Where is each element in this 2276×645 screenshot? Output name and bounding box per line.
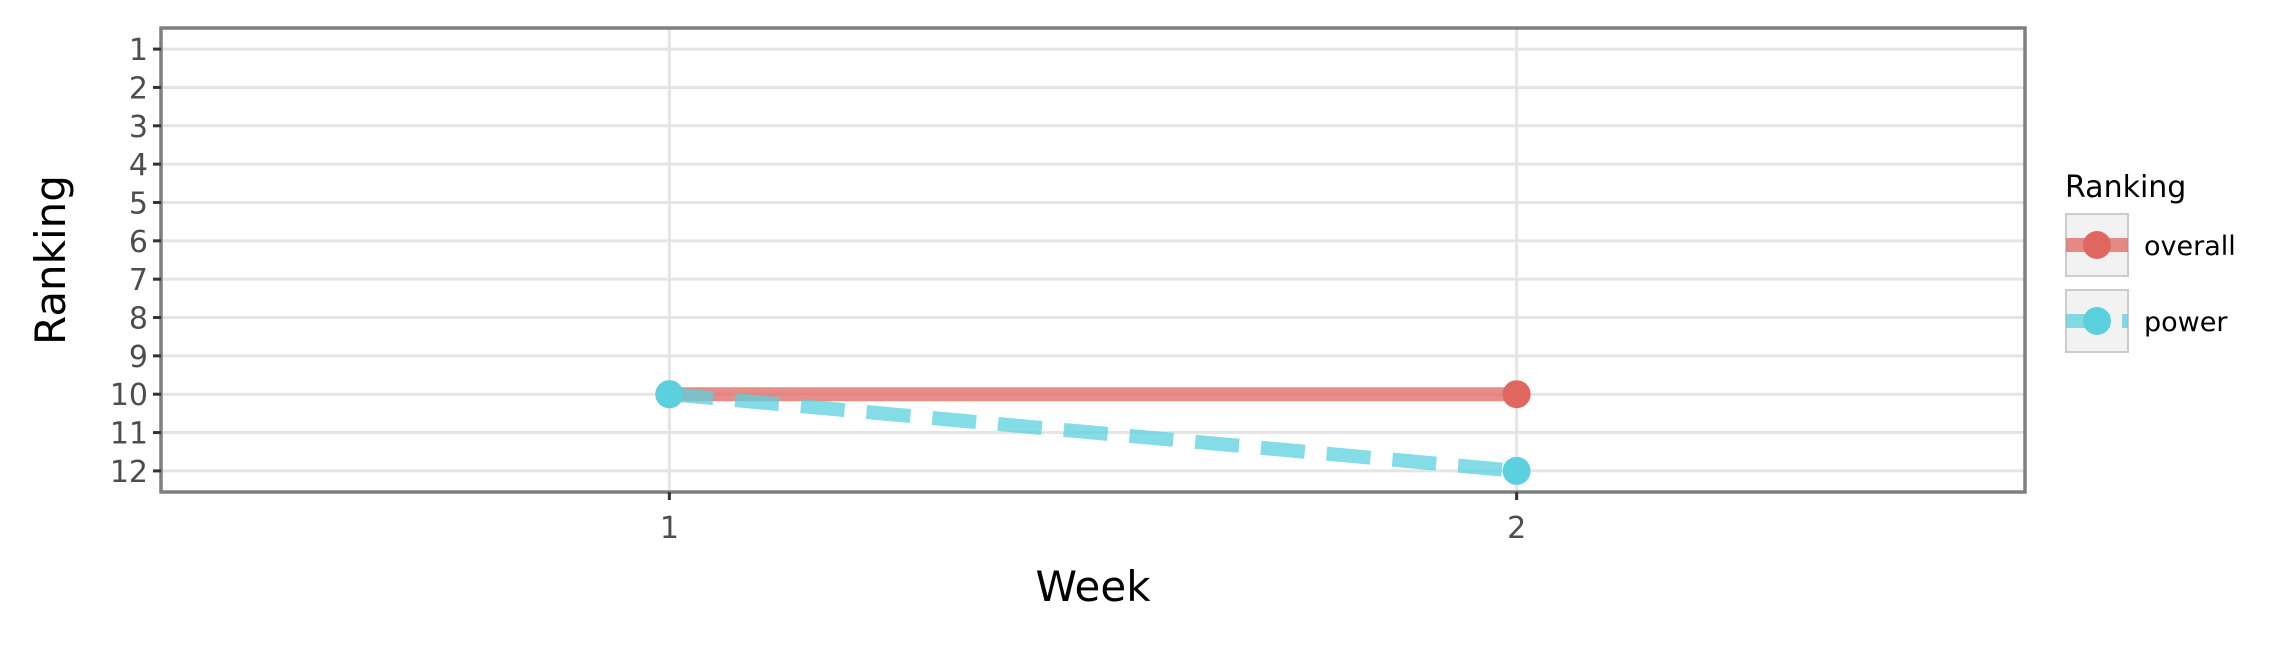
data-point-power bbox=[1502, 456, 1531, 485]
y-tick-label: 8 bbox=[129, 302, 148, 337]
y-tick-label: 3 bbox=[129, 110, 148, 145]
y-tick-label: 9 bbox=[129, 340, 148, 375]
y-tick-label: 10 bbox=[110, 378, 148, 413]
plot-panel-border bbox=[159, 26, 2027, 494]
legend-label-overall: overall bbox=[2144, 231, 2236, 262]
data-point-power bbox=[655, 380, 684, 409]
y-tick-label: 1 bbox=[129, 33, 148, 68]
data-point-overall bbox=[1502, 380, 1531, 409]
y-tick-label: 11 bbox=[110, 417, 148, 452]
y-tick-label: 4 bbox=[129, 148, 148, 183]
legend-label-power: power bbox=[2144, 307, 2228, 338]
legend: Ranking overall power bbox=[2065, 170, 2236, 353]
legend-title: Ranking bbox=[2065, 170, 2186, 205]
series-line-power bbox=[668, 387, 1518, 478]
y-tick-label: 2 bbox=[129, 71, 148, 106]
y-axis-title: Ranking bbox=[26, 175, 75, 345]
y-tick-label: 12 bbox=[110, 455, 148, 490]
x-tick-label: 2 bbox=[1507, 511, 1526, 546]
y-tick-label: 5 bbox=[129, 186, 148, 221]
y-tick-label: 6 bbox=[129, 225, 148, 260]
x-axis-title: Week bbox=[1035, 562, 1151, 611]
x-tick-label: 1 bbox=[660, 511, 679, 546]
legend-marker-power bbox=[2083, 307, 2111, 335]
legend-marker-overall bbox=[2083, 231, 2111, 259]
y-tick-label: 7 bbox=[129, 263, 148, 298]
